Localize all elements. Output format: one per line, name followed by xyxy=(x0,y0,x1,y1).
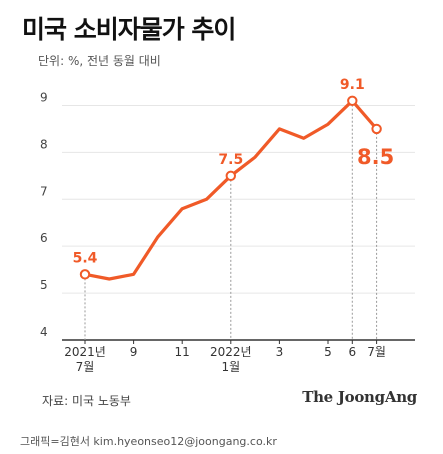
y-tick-label: 6 xyxy=(40,231,48,245)
data-label: 7.5 xyxy=(218,152,243,168)
x-tick-label: 5 xyxy=(324,345,332,359)
x-tick-label: 2022년 1월 xyxy=(210,345,252,374)
data-label: 5.4 xyxy=(73,250,98,266)
data-point xyxy=(79,269,91,280)
x-tick-label: 3 xyxy=(276,345,284,359)
source-note: 자료: 미국 노동부 xyxy=(42,394,131,408)
unit-label: 단위: %, 전년 동월 대비 xyxy=(38,54,161,68)
y-tick-label: 4 xyxy=(40,325,48,339)
x-tick-label: 6 xyxy=(348,345,356,359)
brand-logo: The JoongAng xyxy=(302,388,417,406)
x-tick-label: 11 xyxy=(175,345,190,359)
y-tick-label: 7 xyxy=(40,184,48,198)
data-point xyxy=(371,123,382,135)
data-label: 9.1 xyxy=(340,77,365,93)
y-tick-label: 9 xyxy=(40,90,48,104)
x-tick-label: 7월 xyxy=(367,345,386,359)
data-point xyxy=(347,95,358,106)
graphic-credit: 그래픽=김현서 kim.hyeonseo12@joongang.co.kr xyxy=(20,435,277,448)
data-point xyxy=(225,170,237,182)
y-tick-label: 5 xyxy=(40,278,48,292)
y-tick-label: 8 xyxy=(40,137,48,151)
x-tick-label: 9 xyxy=(130,345,138,359)
data-label: 8.5 xyxy=(357,145,394,169)
x-tick-label: 2021년 7월 xyxy=(64,345,106,374)
chart-title: 미국 소비자물가 추이 xyxy=(22,15,236,44)
